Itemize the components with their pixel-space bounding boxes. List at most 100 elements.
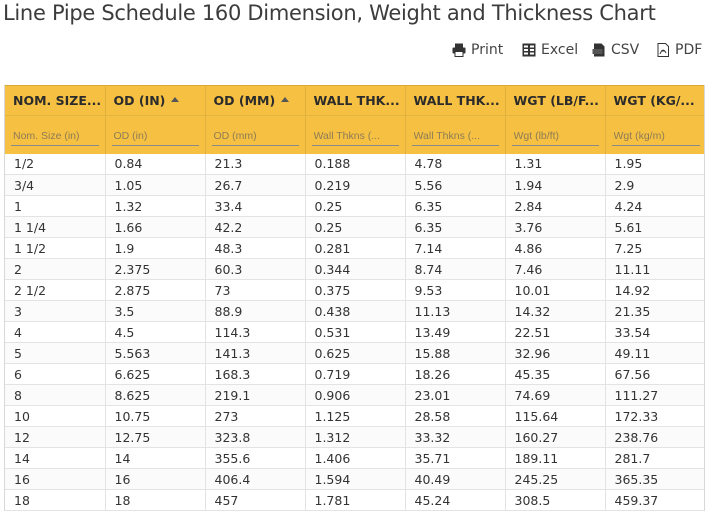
table-cell: 3/4 xyxy=(5,174,106,196)
table-row[interactable]: 3 3.5 88.9 0.438 11.13 14.32 21.35 xyxy=(5,300,704,322)
table-row[interactable]: 1 1.32 33.4 0.25 6.35 2.84 4.24 xyxy=(5,195,704,217)
table-cell: 308.5 xyxy=(505,489,606,511)
table-cell: 1/2 xyxy=(5,153,106,175)
table-cell: 12.75 xyxy=(105,426,206,448)
csv-export-button[interactable]: CSV xyxy=(592,42,639,58)
column-filter-input[interactable] xyxy=(111,126,199,146)
filter-cell xyxy=(605,115,704,154)
pdf-icon xyxy=(656,43,670,57)
table-row[interactable]: 10 10.75 273 1.125 28.58 115.64 172.33 xyxy=(5,405,704,427)
column-header[interactable]: NOM. SIZE... xyxy=(5,85,106,116)
table-cell: 15.88 xyxy=(405,342,506,364)
table-cell: 0.531 xyxy=(305,321,406,343)
table-row[interactable]: 18 18 457 1.781 45.24 308.5 459.37 xyxy=(5,489,704,511)
table-cell: 14.32 xyxy=(505,300,606,322)
table-cell: 160.27 xyxy=(505,426,606,448)
table-cell: 7.46 xyxy=(505,258,606,280)
table-cell: 2.375 xyxy=(105,258,206,280)
pdf-export-button[interactable]: PDF xyxy=(656,42,702,58)
table-cell: 1.94 xyxy=(505,174,606,196)
table-cell: 115.64 xyxy=(505,405,606,427)
column-header[interactable]: WGT (KG/... xyxy=(605,85,704,116)
table-row[interactable]: 1/2 0.84 21.3 0.188 4.78 1.31 1.95 xyxy=(5,153,704,175)
column-header[interactable]: WGT (LB/F... xyxy=(505,85,606,116)
column-header[interactable]: OD (MM) xyxy=(205,85,306,116)
table-cell: 4.86 xyxy=(505,237,606,259)
pdf-label: PDF xyxy=(675,42,703,58)
table-cell: 2 1/2 xyxy=(5,279,106,301)
table-cell: 35.71 xyxy=(405,447,506,469)
column-filter-input[interactable] xyxy=(411,126,499,146)
table-row[interactable]: 2 2.375 60.3 0.344 8.74 7.46 11.11 xyxy=(5,258,704,280)
table-cell: 73 xyxy=(205,279,306,301)
table-row[interactable]: 14 14 355.6 1.406 35.71 189.11 281.7 xyxy=(5,447,704,469)
column-header-label: OD (IN) xyxy=(113,93,166,108)
excel-export-button[interactable]: Excel xyxy=(522,42,578,58)
table-cell: 5.56 xyxy=(405,174,506,196)
table-cell: 33.4 xyxy=(205,195,306,217)
page-title: Line Pipe Schedule 160 Dimension, Weight… xyxy=(3,1,656,25)
table-cell: 406.4 xyxy=(205,468,306,490)
table-cell: 28.58 xyxy=(405,405,506,427)
table-cell: 1.9 xyxy=(105,237,206,259)
filter-cell xyxy=(505,115,606,154)
table-cell: 88.9 xyxy=(205,300,306,322)
table-cell: 245.25 xyxy=(505,468,606,490)
table-row[interactable]: 4 4.5 114.3 0.531 13.49 22.51 33.54 xyxy=(5,321,704,343)
table-row[interactable]: 1 1/4 1.66 42.2 0.25 6.35 3.76 5.61 xyxy=(5,216,704,238)
print-button[interactable]: Print xyxy=(452,42,503,58)
table-cell: 459.37 xyxy=(605,489,704,511)
table-cell: 189.11 xyxy=(505,447,606,469)
table-cell: 4.78 xyxy=(405,153,506,175)
column-filter-input[interactable] xyxy=(511,126,599,146)
table-cell: 10 xyxy=(5,405,106,427)
table-cell: 2.84 xyxy=(505,195,606,217)
table-cell: 281.7 xyxy=(605,447,704,469)
table-cell: 32.96 xyxy=(505,342,606,364)
column-filter-input[interactable] xyxy=(211,126,299,146)
table-cell: 7.25 xyxy=(605,237,704,259)
table-cell: 14 xyxy=(105,447,206,469)
table-row[interactable]: 6 6.625 168.3 0.719 18.26 45.35 67.56 xyxy=(5,363,704,385)
column-filter-input[interactable] xyxy=(11,126,99,146)
table-cell: 2.9 xyxy=(605,174,704,196)
table-cell: 33.54 xyxy=(605,321,704,343)
table-cell: 365.35 xyxy=(605,468,704,490)
column-filter-input[interactable] xyxy=(611,126,700,146)
table-row[interactable]: 2 1/2 2.875 73 0.375 9.53 10.01 14.92 xyxy=(5,279,704,301)
table-cell: 11.11 xyxy=(605,258,704,280)
excel-icon xyxy=(522,43,536,57)
table-row[interactable]: 3/4 1.05 26.7 0.219 5.56 1.94 2.9 xyxy=(5,174,704,196)
table-row[interactable]: 5 5.563 141.3 0.625 15.88 32.96 49.11 xyxy=(5,342,704,364)
table-cell: 11.13 xyxy=(405,300,506,322)
table-cell: 16 xyxy=(105,468,206,490)
table-cell: 74.69 xyxy=(505,384,606,406)
table-cell: 8.625 xyxy=(105,384,206,406)
table-row[interactable]: 8 8.625 219.1 0.906 23.01 74.69 111.27 xyxy=(5,384,704,406)
table-row[interactable]: 12 12.75 323.8 1.312 33.32 160.27 238.76 xyxy=(5,426,704,448)
table-cell: 355.6 xyxy=(205,447,306,469)
table-cell: 1.66 xyxy=(105,216,206,238)
csv-icon xyxy=(592,43,606,57)
table-cell: 141.3 xyxy=(205,342,306,364)
sort-asc-icon[interactable] xyxy=(281,97,290,102)
table-cell: 14 xyxy=(5,447,106,469)
column-header[interactable]: WALL THK... xyxy=(405,85,506,116)
table-cell: 1.312 xyxy=(305,426,406,448)
column-header[interactable]: WALL THK... xyxy=(305,85,406,116)
column-header[interactable]: OD (IN) xyxy=(105,85,206,116)
table-cell: 3 xyxy=(5,300,106,322)
table-cell: 12 xyxy=(5,426,106,448)
column-filter-input[interactable] xyxy=(311,126,399,146)
table-cell: 48.3 xyxy=(205,237,306,259)
filter-row xyxy=(5,115,704,154)
sort-asc-icon[interactable] xyxy=(171,97,180,102)
table-row[interactable]: 16 16 406.4 1.594 40.49 245.25 365.35 xyxy=(5,468,704,490)
table-cell: 9.53 xyxy=(405,279,506,301)
table-cell: 4.5 xyxy=(105,321,206,343)
table-cell: 1 xyxy=(5,195,106,217)
table-cell: 111.27 xyxy=(605,384,704,406)
table-cell: 5 xyxy=(5,342,106,364)
table-row[interactable]: 1 1/2 1.9 48.3 0.281 7.14 4.86 7.25 xyxy=(5,237,704,259)
table-cell: 45.35 xyxy=(505,363,606,385)
